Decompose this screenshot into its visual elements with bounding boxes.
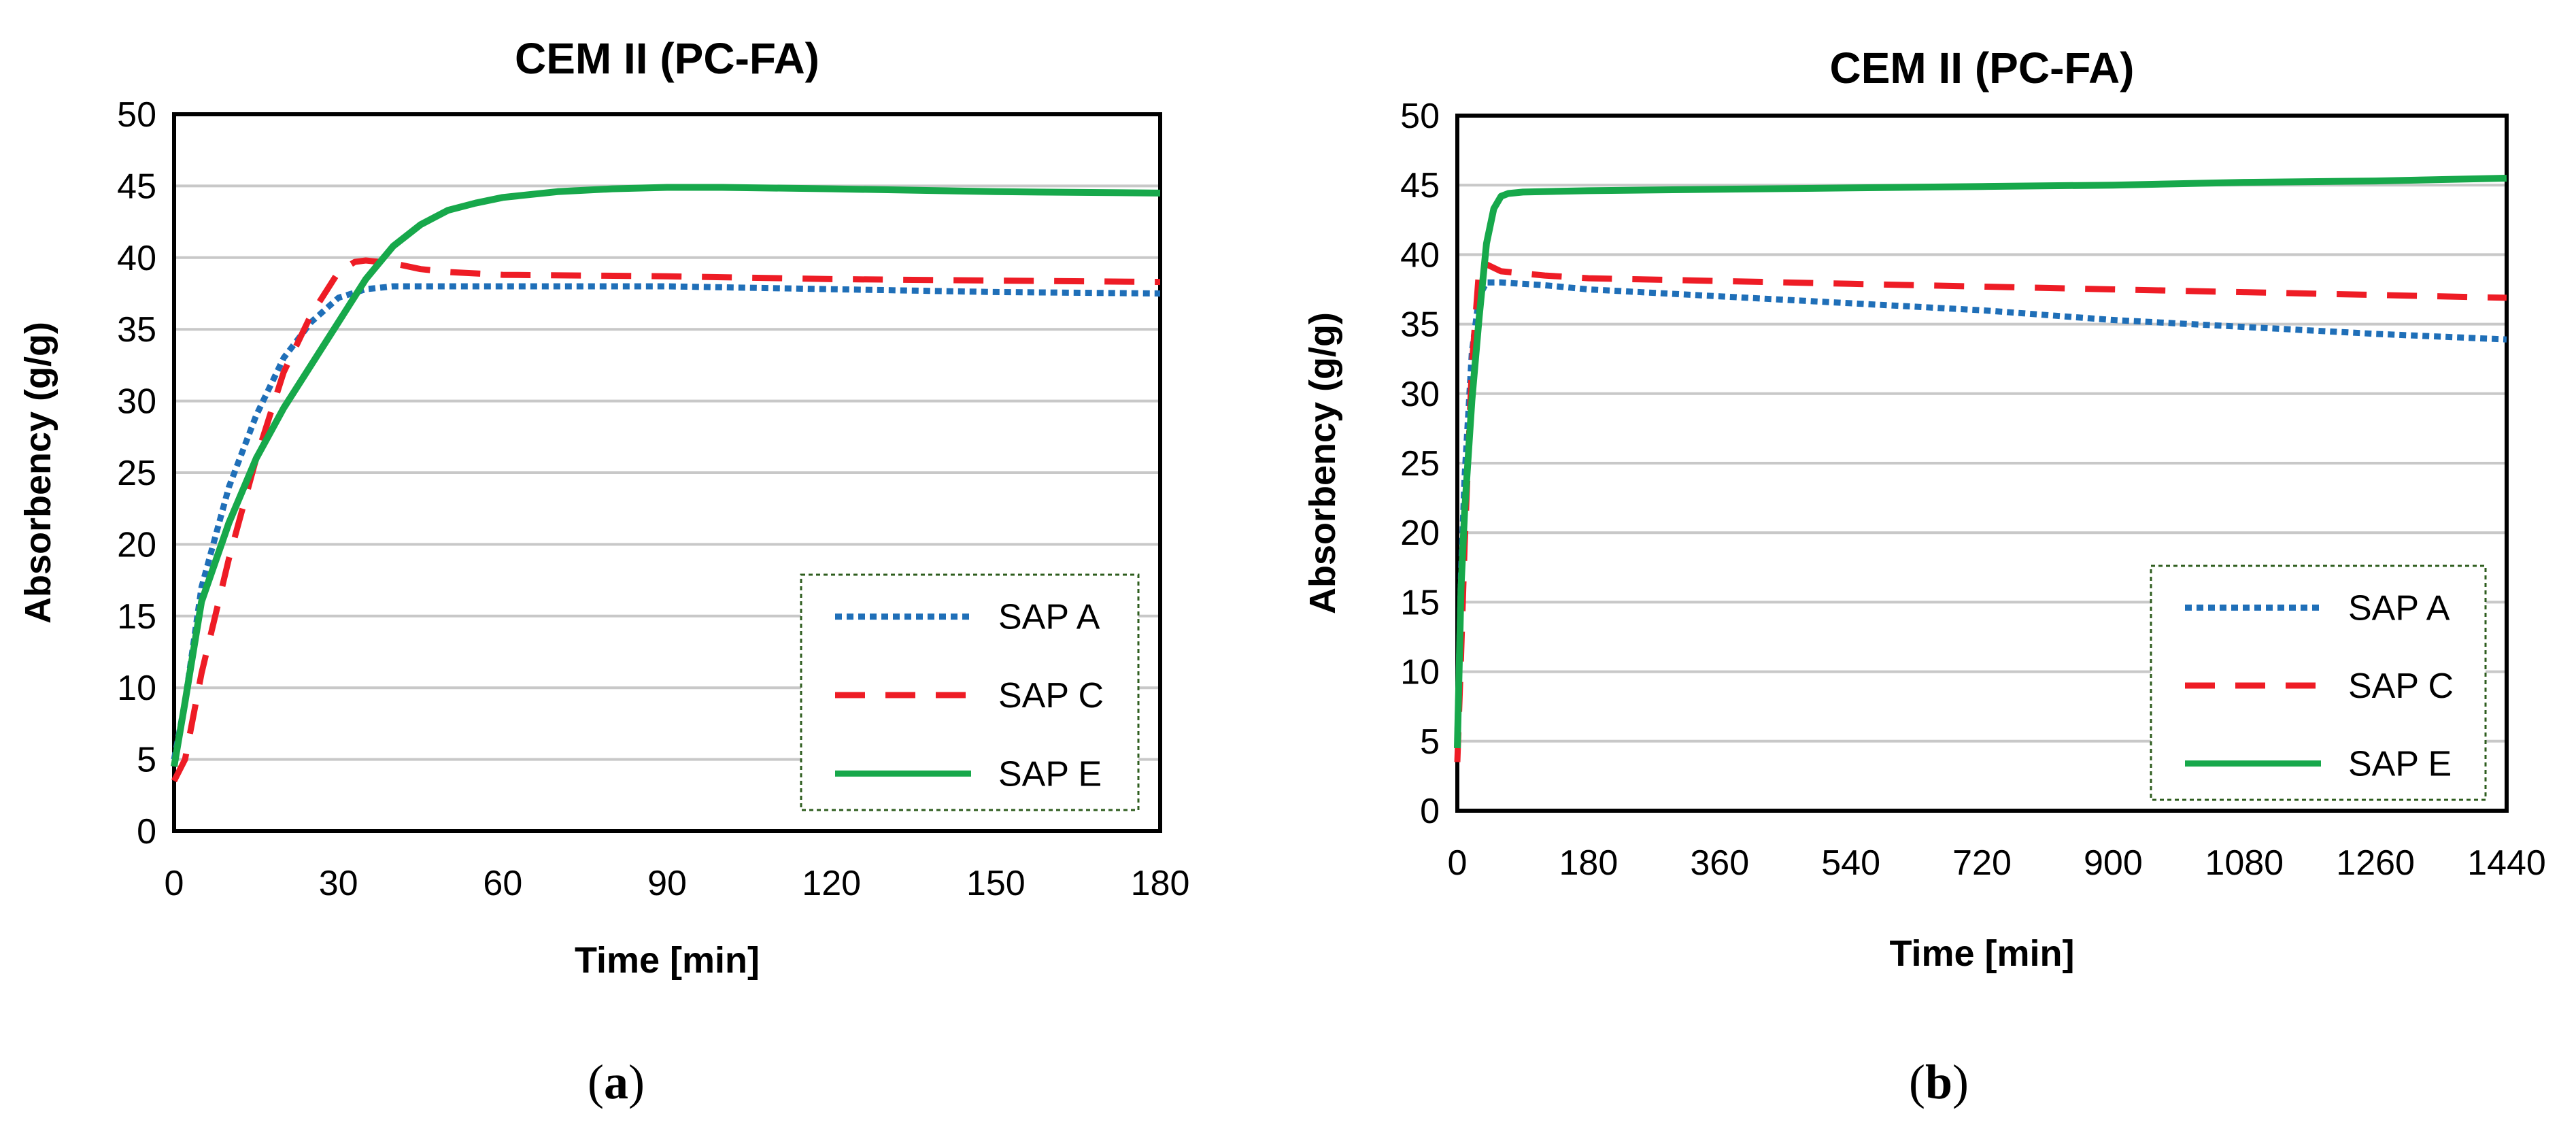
x-tick-label: 90 <box>647 864 687 903</box>
legend: SAP A SAP C SAP E <box>2150 564 2487 801</box>
x-tick-labels: 0 180 360 540 720 900 1080 1260 1440 <box>1448 843 2546 883</box>
panel-label-a: (a) <box>588 1055 645 1109</box>
y-tick-label: 0 <box>137 812 156 852</box>
legend-entry-sap-c: SAP C <box>2348 667 2454 706</box>
chart-title: CEM II (PC-FA) <box>1830 44 2135 92</box>
y-tick-label: 15 <box>1400 583 1440 622</box>
y-tick-label: 45 <box>117 167 156 206</box>
y-tick-label: 30 <box>117 382 156 422</box>
panel-letter-b: b <box>1925 1055 1952 1109</box>
y-tick-labels: 0 5 10 15 20 25 30 35 40 45 50 <box>1400 97 1440 831</box>
legend-entry-sap-a: SAP A <box>998 598 1100 637</box>
y-tick-label: 20 <box>117 525 156 564</box>
x-tick-label: 0 <box>165 864 184 903</box>
legend-entry-sap-e: SAP E <box>2348 745 2452 784</box>
legend: SAP A SAP C SAP E <box>800 573 1140 811</box>
panel-letter-a: a <box>604 1055 628 1109</box>
series-line-sap-a <box>171 283 1161 760</box>
x-tick-label: 180 <box>1131 864 1190 903</box>
y-axis-label: Absorbency (g/g) <box>1302 312 1343 614</box>
y-tick-labels: 0 5 10 15 20 25 30 35 40 45 50 <box>117 95 156 852</box>
x-tick-labels: 0 30 60 90 120 150 180 <box>165 864 1190 903</box>
y-tick-label: 20 <box>1400 513 1440 553</box>
x-tick-label: 180 <box>1559 843 1618 883</box>
x-axis-label: Time [min] <box>575 940 760 981</box>
y-axis-label: Absorbency (g/g) <box>18 322 58 624</box>
series-lines <box>1454 175 2507 762</box>
x-tick-label: 360 <box>1690 843 1749 883</box>
y-tick-label: 50 <box>117 95 156 135</box>
plot-area-frame <box>172 112 1162 833</box>
y-tick-label: 35 <box>117 310 156 350</box>
x-tick-label: 900 <box>2084 843 2143 883</box>
y-tick-label: 40 <box>1400 235 1440 275</box>
chart-panel-a: 0 5 10 15 20 25 30 35 40 45 50 0 30 60 90 120 150 180 CE… <box>18 34 1189 1109</box>
x-tick-label: 60 <box>483 864 522 903</box>
series-line-sap-e <box>1454 175 2507 749</box>
y-tick-label: 30 <box>1400 375 1440 414</box>
y-tick-label: 25 <box>1400 444 1440 484</box>
y-tick-label: 45 <box>1400 166 1440 205</box>
y-tick-label: 25 <box>117 454 156 493</box>
y-tick-label: 5 <box>137 741 156 780</box>
chart-panel-b: 0 5 10 15 20 25 30 35 40 45 50 0 180 360 540 720 900 108… <box>1302 44 2546 1109</box>
y-tick-label: 0 <box>1420 792 1440 831</box>
legend-entry-sap-e: SAP E <box>998 754 1102 794</box>
y-tick-label: 15 <box>117 597 156 637</box>
legend-entry-sap-a: SAP A <box>2348 588 2450 628</box>
y-tick-label: 50 <box>1400 97 1440 136</box>
y-tick-label: 35 <box>1400 305 1440 345</box>
x-axis-label: Time [min] <box>1889 933 2074 974</box>
y-tick-label: 5 <box>1420 722 1440 762</box>
panel-label-b: (b) <box>1909 1055 1969 1109</box>
x-tick-label: 30 <box>319 864 358 903</box>
x-tick-label: 1080 <box>2205 843 2284 883</box>
series-line-sap-c <box>1454 258 2507 762</box>
x-tick-label: 0 <box>1448 843 1468 883</box>
legend-entry-sap-c: SAP C <box>998 676 1104 715</box>
series-line-sap-c <box>171 257 1161 783</box>
y-tick-label: 40 <box>117 239 156 278</box>
x-tick-label: 150 <box>966 864 1026 903</box>
plot-area-frame <box>1455 114 2509 813</box>
series-line-sap-e <box>171 184 1161 767</box>
x-tick-label: 720 <box>1952 843 2012 883</box>
x-tick-label: 120 <box>802 864 861 903</box>
y-tick-label: 10 <box>1400 653 1440 692</box>
x-tick-label: 1260 <box>2336 843 2415 883</box>
series-lines <box>171 184 1161 783</box>
y-tick-label: 10 <box>117 669 156 708</box>
x-tick-label: 1440 <box>2467 843 2546 883</box>
chart-title: CEM II (PC-FA) <box>515 34 819 83</box>
x-tick-label: 540 <box>1821 843 1880 883</box>
